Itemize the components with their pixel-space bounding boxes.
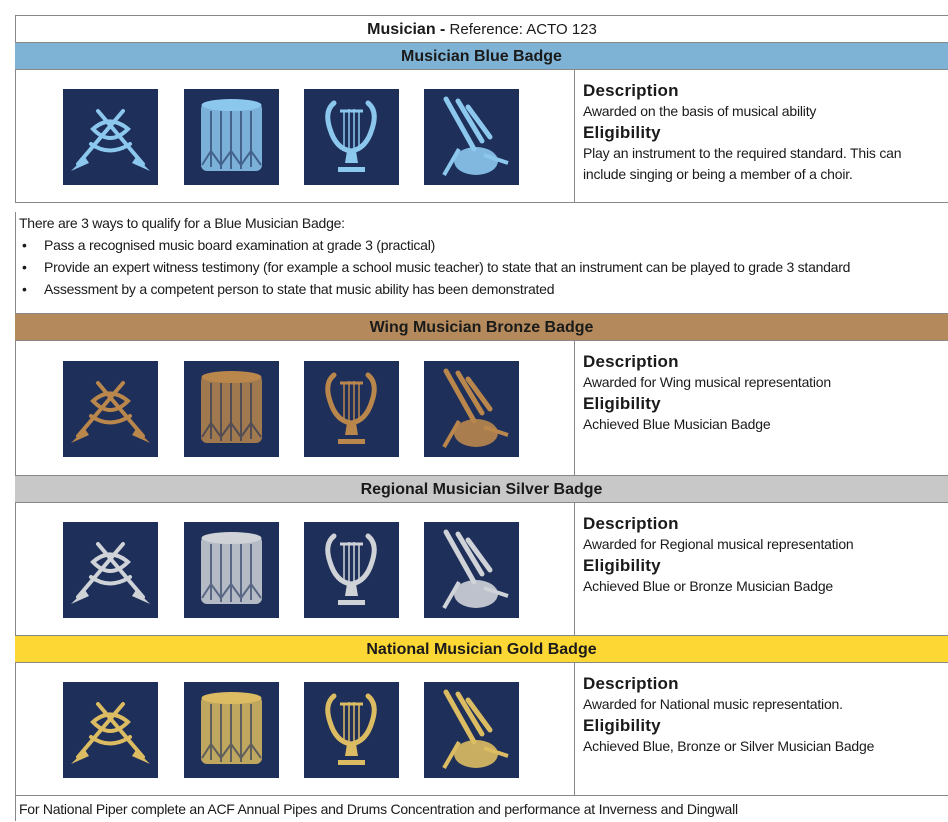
section-row: Description Awarded for Wing musical repr…: [15, 340, 948, 475]
badge-icon: [424, 89, 519, 185]
description-text: Awarded on the basis of musical ability: [583, 103, 817, 119]
eligibility-text: Play an instrument to the required stand…: [583, 145, 902, 182]
qualify-item-text: Provide an expert witness testimony (for…: [44, 259, 851, 275]
eligibility-label: Eligibility: [583, 556, 661, 575]
description-block: Description Awarded for Regional musical …: [583, 513, 945, 597]
badge-icon: [424, 522, 519, 618]
section-row: Description Awarded on the basis of music…: [15, 69, 948, 203]
qualify-item: • Provide an expert witness testimony (fo…: [19, 256, 948, 278]
eligibility-label: Eligibility: [583, 123, 661, 142]
qualify-list: • Pass a recognised music board examinati…: [19, 234, 948, 300]
qualify-block: There are 3 ways to qualify for a Blue M…: [15, 212, 948, 313]
badge-cell: [16, 663, 575, 795]
section-header: National Musician Gold Badge: [15, 635, 948, 662]
badge-icon: [424, 361, 519, 457]
section-header: Musician Blue Badge: [15, 42, 948, 69]
description-text: Awarded for Wing musical representation: [583, 374, 831, 390]
badge-icon: [424, 682, 519, 778]
badge-icon: [304, 682, 399, 778]
bullet: •: [22, 259, 27, 275]
description-block: Description Awarded for National music re…: [583, 673, 945, 757]
badge-icon: [184, 522, 279, 618]
reference: Reference: ACTO 123: [449, 21, 597, 38]
section-row: Description Awarded for Regional musical …: [15, 502, 948, 635]
badge-cell: [16, 341, 575, 475]
qualify-item-text: Pass a recognised music board examinatio…: [44, 237, 435, 253]
badge-icon: [63, 361, 158, 457]
bullet: •: [22, 281, 27, 297]
description-label: Description: [583, 352, 679, 371]
eligibility-text: Achieved Blue, Bronze or Silver Musician…: [583, 738, 875, 754]
description-label: Description: [583, 514, 679, 533]
badge-cell: [16, 70, 575, 202]
qualify-item: • Assessment by a competent person to sta…: [19, 278, 948, 300]
qualify-item-text: Assessment by a competent person to stat…: [44, 281, 555, 297]
badge-icon: [304, 89, 399, 185]
description-block: Description Awarded for Wing musical repr…: [583, 351, 945, 435]
eligibility-label: Eligibility: [583, 394, 661, 413]
title: Musician -: [367, 21, 446, 38]
description-block: Description Awarded on the basis of music…: [583, 80, 945, 185]
badge-icon: [63, 682, 158, 778]
badge-icon: [304, 361, 399, 457]
badge-icon: [184, 682, 279, 778]
badge-icon: [63, 89, 158, 185]
description-label: Description: [583, 81, 679, 100]
eligibility-text: Achieved Blue or Bronze Musician Badge: [583, 578, 833, 594]
badge-icon: [184, 361, 279, 457]
qualify-intro: There are 3 ways to qualify for a Blue M…: [19, 215, 345, 231]
title-row: Musician - Reference: ACTO 123: [15, 15, 948, 42]
badge-cell: [16, 503, 575, 635]
section-header: Regional Musician Silver Badge: [15, 475, 948, 502]
description-label: Description: [583, 674, 679, 693]
badge-icon: [184, 89, 279, 185]
description-text: Awarded for National music representatio…: [583, 696, 843, 712]
section-header: Wing Musician Bronze Badge: [15, 313, 948, 340]
footer: For National Piper complete an ACF Annua…: [15, 795, 948, 821]
badge-icon: [304, 522, 399, 618]
eligibility-text: Achieved Blue Musician Badge: [583, 416, 771, 432]
description-text: Awarded for Regional musical representat…: [583, 536, 854, 552]
badge-icon: [63, 522, 158, 618]
eligibility-label: Eligibility: [583, 716, 661, 735]
bullet: •: [22, 237, 27, 253]
section-row: Description Awarded for National music re…: [15, 662, 948, 795]
qualify-item: • Pass a recognised music board examinati…: [19, 234, 948, 256]
